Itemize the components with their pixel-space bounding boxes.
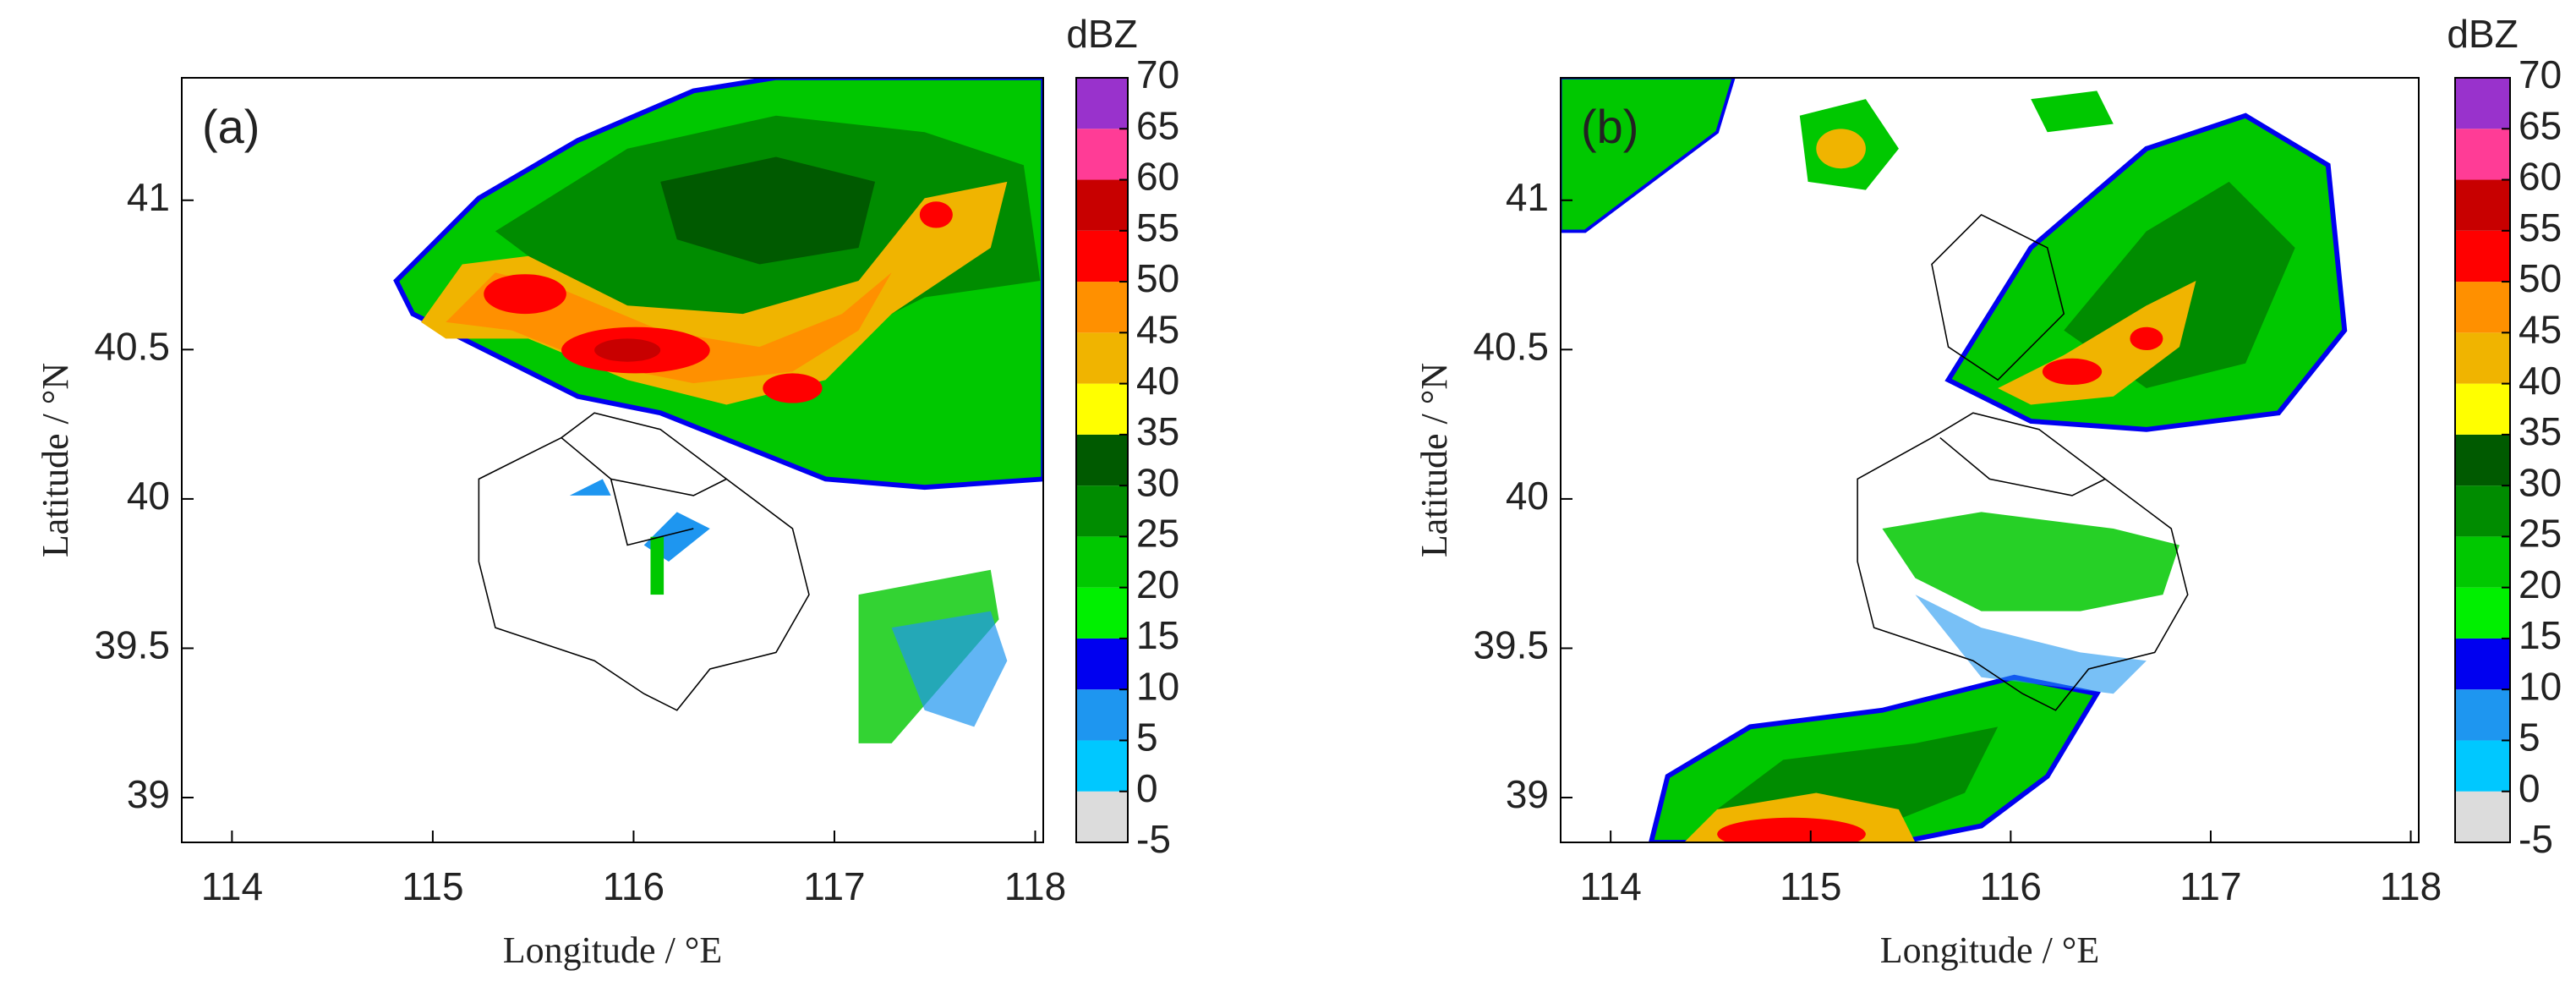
colorbar-bin — [2455, 791, 2510, 842]
colorbar-tick-label: 0 — [2519, 766, 2540, 810]
colorbar-tick-label: 35 — [1136, 409, 1179, 453]
colorbar-tick-label: 25 — [1136, 512, 1179, 556]
axes-frame — [1560, 77, 2420, 843]
x-tick-label: 114 — [1579, 864, 1641, 908]
colorbar-title: dBZ — [1066, 12, 1137, 56]
y-tick-label: 40 — [127, 474, 170, 518]
colorbar-tick-label: 30 — [2519, 460, 2562, 504]
colorbar-bin — [2455, 689, 2510, 741]
colorbar-bin — [1076, 78, 1128, 129]
colorbar-tick-label: -5 — [1136, 817, 1171, 861]
colorbar-bin — [2455, 332, 2510, 384]
x-tick-label: 115 — [402, 864, 463, 908]
colorbar-tick-label: 15 — [1136, 613, 1179, 657]
y-axis-label: Latitude / °N — [35, 363, 76, 557]
y-tick-label: 39 — [127, 772, 170, 816]
colorbar-title: dBZ — [2447, 12, 2518, 56]
colorbar-tick-label: 5 — [2519, 716, 2540, 759]
colorbar-bin — [1076, 740, 1128, 792]
radar-field-a — [393, 77, 1044, 743]
colorbar-bin — [1076, 587, 1128, 639]
x-tick-label: 117 — [803, 864, 865, 908]
x-tick-label: 114 — [201, 864, 263, 908]
colorbar-tick-label: 70 — [2519, 52, 2562, 96]
x-tick-label: 118 — [2380, 864, 2442, 908]
colorbar-tick-label: 10 — [1136, 664, 1179, 708]
colorbar-tick-label: 60 — [1136, 155, 1179, 199]
colorbar-bin — [2455, 282, 2510, 333]
y-tick-label: 39 — [1506, 772, 1549, 816]
colorbar-bin — [1076, 689, 1128, 741]
y-axis-label: Latitude / °N — [1414, 363, 1455, 557]
colorbar-tick-label: 5 — [1136, 716, 1158, 759]
colorbar-frame — [1075, 77, 1129, 843]
colorbar-bin — [2455, 78, 2510, 129]
y-tick-label: 40.5 — [94, 325, 170, 369]
colorbar-tick-label: 25 — [2519, 512, 2562, 556]
panel-label: (b) — [1581, 100, 1638, 153]
x-tick-label: 116 — [1980, 864, 2042, 908]
colorbar-tick-label: 50 — [2519, 256, 2562, 300]
colorbar-bin — [2455, 129, 2510, 180]
colorbar-tick-label: 20 — [2519, 562, 2562, 606]
x-axis-label: Longitude / °E — [503, 929, 723, 971]
axes-frame — [181, 77, 1044, 843]
colorbar-bin — [1076, 791, 1128, 842]
colorbar-tick-label: 10 — [2519, 664, 2562, 708]
colorbar-tick-label: -5 — [2519, 817, 2553, 861]
colorbar-bin — [1076, 332, 1128, 384]
colorbar-tick-label: 50 — [1136, 256, 1179, 300]
colorbar-bin — [1076, 383, 1128, 435]
colorbar-tick-label: 40 — [2519, 359, 2562, 403]
colorbar-bin — [2455, 383, 2510, 435]
colorbar-tick-label: 45 — [1136, 307, 1179, 351]
colorbar-tick-label: 70 — [1136, 52, 1179, 96]
colorbar-bin — [1076, 638, 1128, 690]
colorbar-bin — [1076, 282, 1128, 333]
colorbar-bin — [2455, 179, 2510, 231]
radar-layers — [393, 77, 2348, 843]
x-tick-label: 116 — [603, 864, 665, 908]
y-tick-label: 40 — [1506, 474, 1549, 518]
colorbar-bin — [2455, 230, 2510, 282]
colorbar-tick-label: 45 — [2519, 307, 2562, 351]
colorbar-bin — [1076, 179, 1128, 231]
colorbar-bin — [2455, 638, 2510, 690]
y-tick-label: 39.5 — [94, 623, 170, 667]
colorbar-tick-label: 35 — [2519, 409, 2562, 453]
colorbar-bin — [1076, 129, 1128, 180]
colorbar-tick-label: 40 — [1136, 359, 1179, 403]
colorbar-tick-label: 60 — [2519, 155, 2562, 199]
x-tick-label: 118 — [1004, 864, 1066, 908]
colorbar-bin — [1076, 230, 1128, 282]
x-axis-label: Longitude / °E — [1880, 929, 2100, 971]
colorbar-bin — [1076, 485, 1128, 537]
colorbar-bin — [2455, 587, 2510, 639]
colorbar-bin — [1076, 434, 1128, 486]
colorbar-bin — [2455, 740, 2510, 792]
panel-label: (a) — [202, 100, 260, 153]
y-tick-label: 40.5 — [1473, 325, 1549, 369]
radar-field-b — [1560, 77, 2348, 843]
y-tick-label: 41 — [127, 175, 170, 219]
colorbar-bin — [2455, 536, 2510, 588]
colorbar-tick-label: 55 — [1136, 206, 1179, 249]
colorbar-bin — [1076, 536, 1128, 588]
colorbar-tick-label: 15 — [2519, 613, 2562, 657]
colorbar-tick-label: 55 — [2519, 206, 2562, 249]
colorbar-tick-label: 0 — [1136, 766, 1158, 810]
colorbar-tick-label: 65 — [1136, 103, 1179, 147]
colorbar-frame — [2454, 77, 2511, 843]
y-tick-label: 41 — [1506, 175, 1549, 219]
colorbar-bin — [2455, 434, 2510, 486]
y-tick-label: 39.5 — [1473, 623, 1549, 667]
x-tick-label: 117 — [2179, 864, 2241, 908]
colorbar-tick-label: 65 — [2519, 103, 2562, 147]
colorbar-tick-label: 20 — [1136, 562, 1179, 606]
colorbar-bin — [2455, 485, 2510, 537]
x-tick-label: 115 — [1780, 864, 1841, 908]
colorbar-tick-label: 30 — [1136, 460, 1179, 504]
